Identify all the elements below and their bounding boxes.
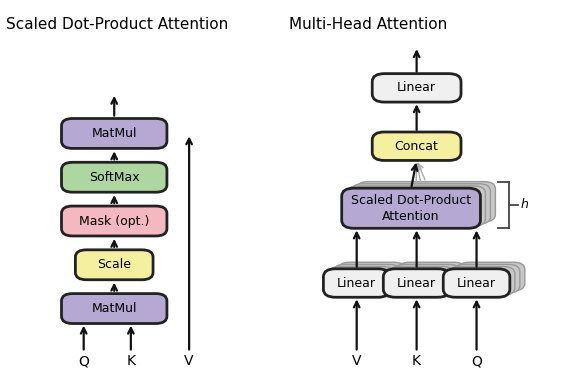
- Text: Scaled Dot-Product
Attention: Scaled Dot-Product Attention: [351, 194, 471, 223]
- Text: K: K: [127, 355, 135, 369]
- Text: Q: Q: [471, 355, 482, 369]
- FancyBboxPatch shape: [75, 250, 153, 280]
- Text: MatMul: MatMul: [91, 302, 137, 315]
- FancyBboxPatch shape: [61, 206, 167, 236]
- FancyBboxPatch shape: [388, 267, 455, 295]
- FancyBboxPatch shape: [372, 74, 461, 102]
- Text: V: V: [184, 355, 194, 369]
- Text: Q: Q: [78, 355, 89, 369]
- Text: Linear: Linear: [457, 277, 496, 290]
- Text: Concat: Concat: [395, 140, 439, 153]
- FancyBboxPatch shape: [347, 186, 486, 226]
- FancyBboxPatch shape: [453, 264, 520, 293]
- FancyBboxPatch shape: [443, 269, 510, 297]
- FancyBboxPatch shape: [61, 162, 167, 192]
- FancyBboxPatch shape: [449, 267, 515, 295]
- FancyBboxPatch shape: [342, 188, 480, 228]
- FancyBboxPatch shape: [338, 262, 405, 291]
- Text: Linear: Linear: [397, 81, 436, 94]
- FancyBboxPatch shape: [328, 267, 395, 295]
- FancyBboxPatch shape: [393, 264, 460, 293]
- Text: Mask (opt.): Mask (opt.): [79, 214, 149, 228]
- Text: V: V: [352, 355, 361, 369]
- Text: h: h: [520, 198, 528, 211]
- FancyBboxPatch shape: [61, 119, 167, 149]
- FancyBboxPatch shape: [324, 269, 390, 297]
- FancyBboxPatch shape: [357, 182, 495, 222]
- FancyBboxPatch shape: [61, 294, 167, 323]
- Text: Scale: Scale: [97, 258, 131, 271]
- FancyBboxPatch shape: [372, 132, 461, 160]
- FancyBboxPatch shape: [351, 184, 490, 224]
- FancyBboxPatch shape: [458, 262, 525, 291]
- FancyBboxPatch shape: [383, 269, 450, 297]
- Text: Linear: Linear: [397, 277, 436, 290]
- Text: SoftMax: SoftMax: [89, 171, 139, 184]
- FancyBboxPatch shape: [398, 262, 465, 291]
- Text: K: K: [412, 355, 421, 369]
- FancyBboxPatch shape: [334, 264, 400, 293]
- Text: Multi-Head Attention: Multi-Head Attention: [289, 17, 447, 32]
- Text: MatMul: MatMul: [91, 127, 137, 140]
- Text: Scaled Dot-Product Attention: Scaled Dot-Product Attention: [6, 17, 228, 32]
- Text: Linear: Linear: [337, 277, 376, 290]
